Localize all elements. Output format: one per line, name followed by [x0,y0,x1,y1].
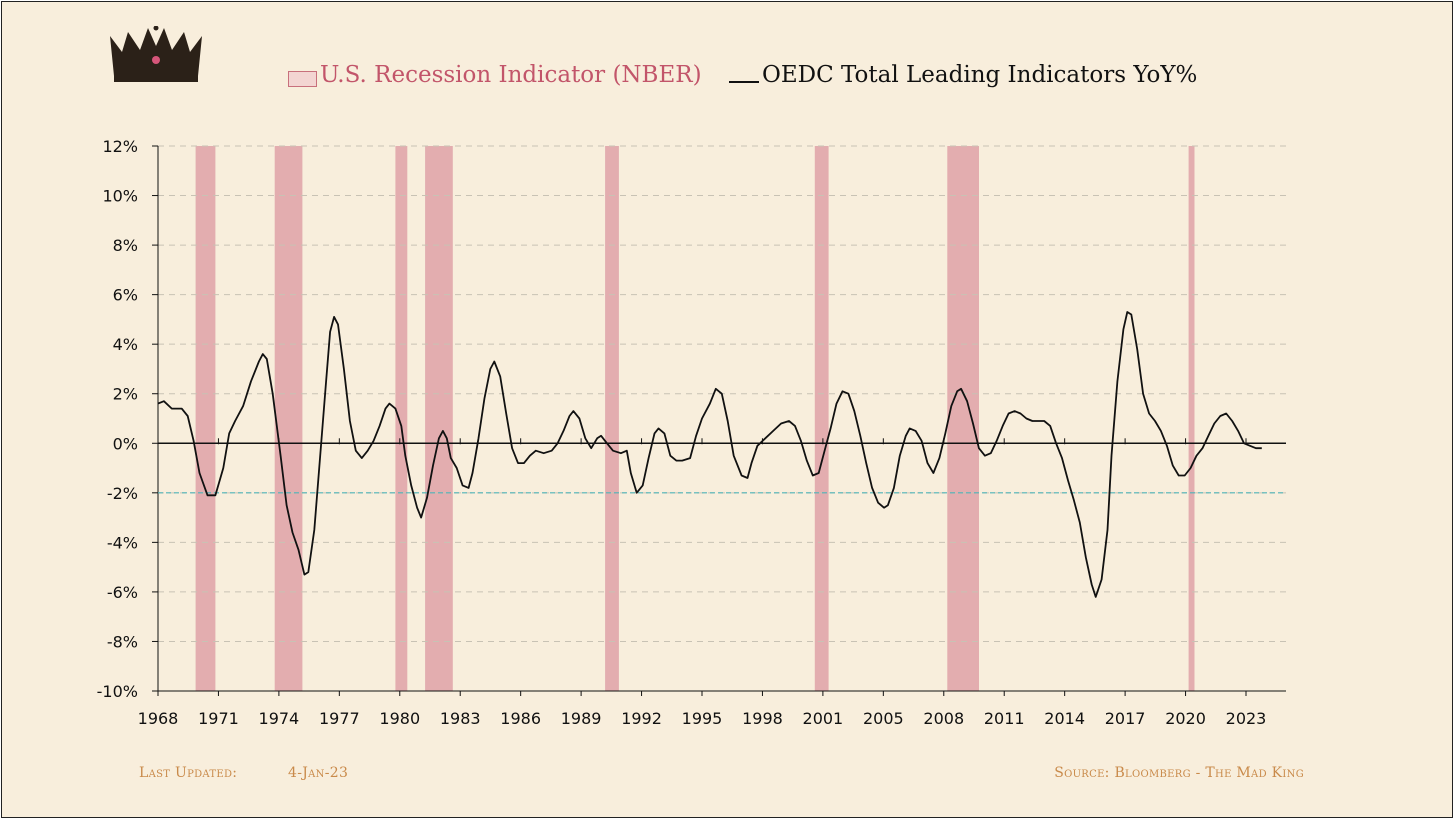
y-tick-label: -10% [97,682,138,701]
series-line-leading-indicators [157,311,1262,598]
last-updated-label: Last Updated: [139,765,238,781]
recession-band-5 [814,146,829,691]
x-tick-label: 2014 [1044,709,1085,728]
y-tick-label: 10% [102,187,138,206]
legend-leading-label: OEDC Total Leading Indicators YoY% [762,62,1198,88]
crown-icon [110,26,202,82]
x-tick-label: 1974 [259,709,300,728]
y-tick-label: -8% [107,632,138,651]
x-tick-label: 1989 [561,709,602,728]
legend-recession-label: U.S. Recession Indicator (NBER) [320,62,702,88]
x-tick-label: 1980 [379,709,420,728]
recession-band-6 [947,146,979,691]
x-tick-label: 2011 [984,709,1025,728]
last-updated-value: 4-Jan-23 [288,765,349,781]
x-tick-label: 2020 [1165,709,1206,728]
recession-band-4 [605,146,619,691]
y-tick-label: 8% [113,236,138,255]
x-tick-label: 1983 [440,709,481,728]
recession-band-0 [195,146,216,691]
y-tick-label: 2% [113,385,138,404]
legend-leading: OEDC Total Leading Indicators YoY% [729,60,1197,90]
y-tick-label: 12% [102,137,138,156]
x-tick-label: 1995 [682,709,723,728]
x-tick-label: 1977 [319,709,360,728]
x-tick-label: 2023 [1226,709,1267,728]
y-tick-label: 6% [113,286,138,305]
legend-recession-swatch [288,71,317,87]
x-tick-label: 1968 [138,709,179,728]
x-tick-label: 1986 [500,709,541,728]
y-tick-label: -6% [107,583,138,602]
x-tick-label: 1998 [742,709,783,728]
y-tick-label: 4% [113,335,138,354]
y-tick-label: 0% [113,434,138,453]
x-tick-label: 2005 [863,709,904,728]
recession-band-2 [395,146,408,691]
y-tick-label: -4% [107,533,138,552]
x-tick-label: 2008 [923,709,964,728]
recession-band-7 [1188,146,1195,691]
x-tick-label: 2017 [1105,709,1146,728]
x-tick-label: 1971 [198,709,239,728]
x-tick-label: 2001 [803,709,844,728]
legend-recession: U.S. Recession Indicator (NBER) [288,60,702,90]
recession-band-3 [425,146,453,691]
legend-leading-swatch [729,81,759,83]
x-tick-label: 1992 [621,709,662,728]
y-tick-label: -2% [107,484,138,503]
source-label: Source: Bloomberg - The Mad King [1054,765,1304,781]
recession-band-1 [274,146,303,691]
